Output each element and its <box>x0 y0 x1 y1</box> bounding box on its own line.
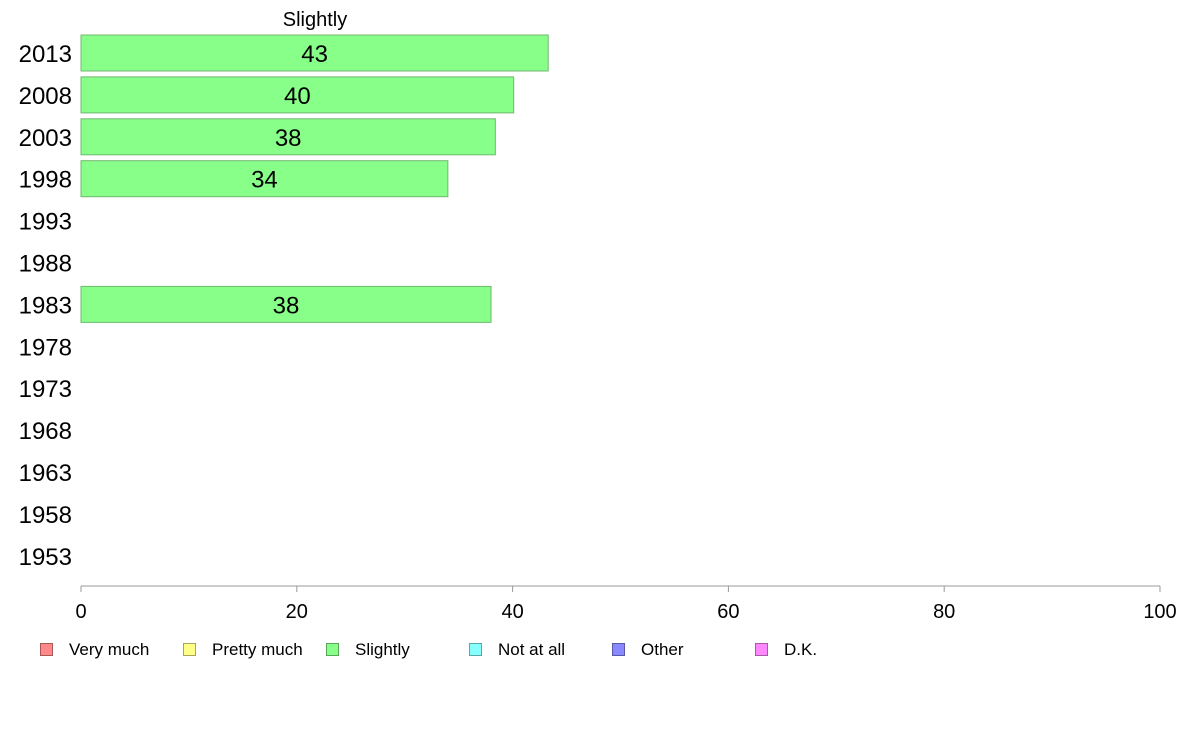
legend-label: Pretty much <box>212 640 303 659</box>
year-label-2013: 2013 <box>19 41 72 68</box>
x-tick-label-80: 80 <box>933 601 955 623</box>
year-label-1968: 1968 <box>19 418 72 445</box>
legend-swatch <box>755 643 768 656</box>
x-tick-label-40: 40 <box>501 601 523 623</box>
bar-1983 <box>80 285 492 323</box>
bar-value-label-1983: 38 <box>273 292 300 319</box>
legend-swatch <box>183 643 196 656</box>
bar-2008 <box>80 76 515 114</box>
bar-1998 <box>80 160 449 198</box>
x-axis: 0 20 40 60 80 100 <box>75 585 1177 623</box>
legend-label: Slightly <box>355 640 410 659</box>
year-label-1958: 1958 <box>19 502 72 529</box>
year-label-1998: 1998 <box>19 167 72 194</box>
legend-swatch <box>326 643 339 656</box>
x-tick-label-20: 20 <box>286 601 308 623</box>
bar-value-label-2008: 40 <box>284 83 311 110</box>
year-label-1978: 1978 <box>19 334 72 361</box>
bars-group: 43 40 38 34 38 <box>80 34 549 323</box>
year-label-1993: 1993 <box>19 209 72 236</box>
legend-label: D.K. <box>784 640 818 659</box>
bar-value-label-2013: 43 <box>301 41 328 68</box>
x-tick-label-0: 0 <box>75 601 86 623</box>
bar-value-label-1998: 34 <box>251 167 278 194</box>
year-label-1983: 1983 <box>19 292 72 319</box>
legend-swatch <box>40 643 53 656</box>
year-labels-group: 2013 2008 2003 1998 1993 1988 1983 1978 1973 1968… <box>19 41 72 571</box>
bar-2013 <box>80 34 549 72</box>
year-label-1973: 1973 <box>19 376 72 403</box>
year-label-2003: 2003 <box>19 125 72 152</box>
legend-label: Other <box>641 640 684 659</box>
legend-swatch <box>469 643 482 656</box>
chart-title: Slightly <box>283 9 347 31</box>
year-label-1963: 1963 <box>19 460 72 487</box>
x-tick-label-100: 100 <box>1143 601 1176 623</box>
legend-swatch <box>612 643 625 656</box>
year-label-1953: 1953 <box>19 544 72 571</box>
legend-label: Very much <box>69 640 150 659</box>
year-label-1988: 1988 <box>19 251 72 278</box>
legend-label: Not at all <box>498 640 566 659</box>
year-label-2008: 2008 <box>19 83 72 110</box>
bar-2003 <box>80 118 496 156</box>
bar-value-label-2003: 38 <box>275 125 302 152</box>
x-tick-label-60: 60 <box>717 601 739 623</box>
